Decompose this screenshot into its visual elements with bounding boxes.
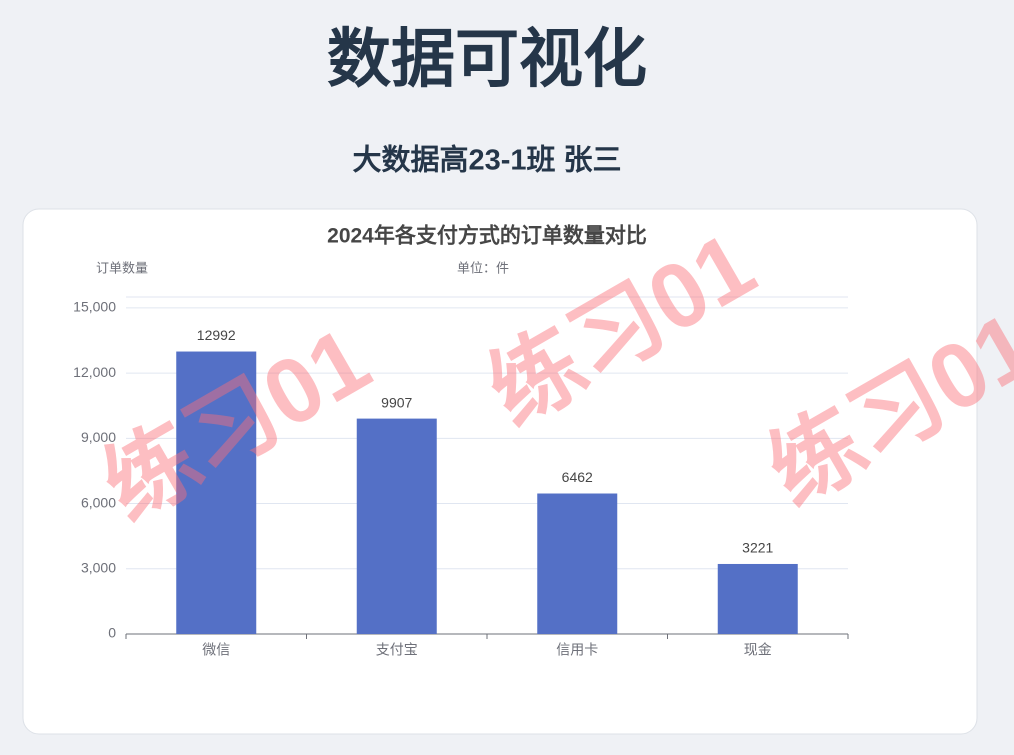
y-tick-label: 9,000 <box>81 429 116 445</box>
y-tick-label: 0 <box>108 625 116 641</box>
y-tick-label: 12,000 <box>73 364 116 380</box>
y-tick-label: 3,000 <box>81 559 116 575</box>
plot: 0 3,000 6,000 9,000 12,000 15,000 微信 12992 支付宝 99… <box>73 299 849 658</box>
value-label: 6462 <box>562 469 593 485</box>
x-tick-label: 信用卡 <box>556 642 598 658</box>
page-title: 数据可视化 <box>327 23 647 95</box>
value-label: 3221 <box>742 540 773 556</box>
x-tick-label: 现金 <box>744 642 772 658</box>
unit-label: 单位：件 <box>457 260 509 275</box>
bar <box>176 351 257 634</box>
chart-title: 2024年各支付方式的订单数量对比 <box>327 224 647 248</box>
y-axis-name: 订单数量 <box>96 260 148 275</box>
y-tick-label: 6,000 <box>81 494 116 510</box>
bar <box>717 563 798 634</box>
x-tick-label: 微信 <box>202 642 230 658</box>
value-label: 12992 <box>197 327 236 343</box>
x-tick-label: 支付宝 <box>376 642 418 658</box>
bar <box>537 493 618 634</box>
y-tick-label: 15,000 <box>73 299 116 315</box>
bar <box>356 418 437 634</box>
page-subtitle: 大数据高23-1班 张三 <box>352 144 621 177</box>
value-label: 9907 <box>381 394 412 410</box>
